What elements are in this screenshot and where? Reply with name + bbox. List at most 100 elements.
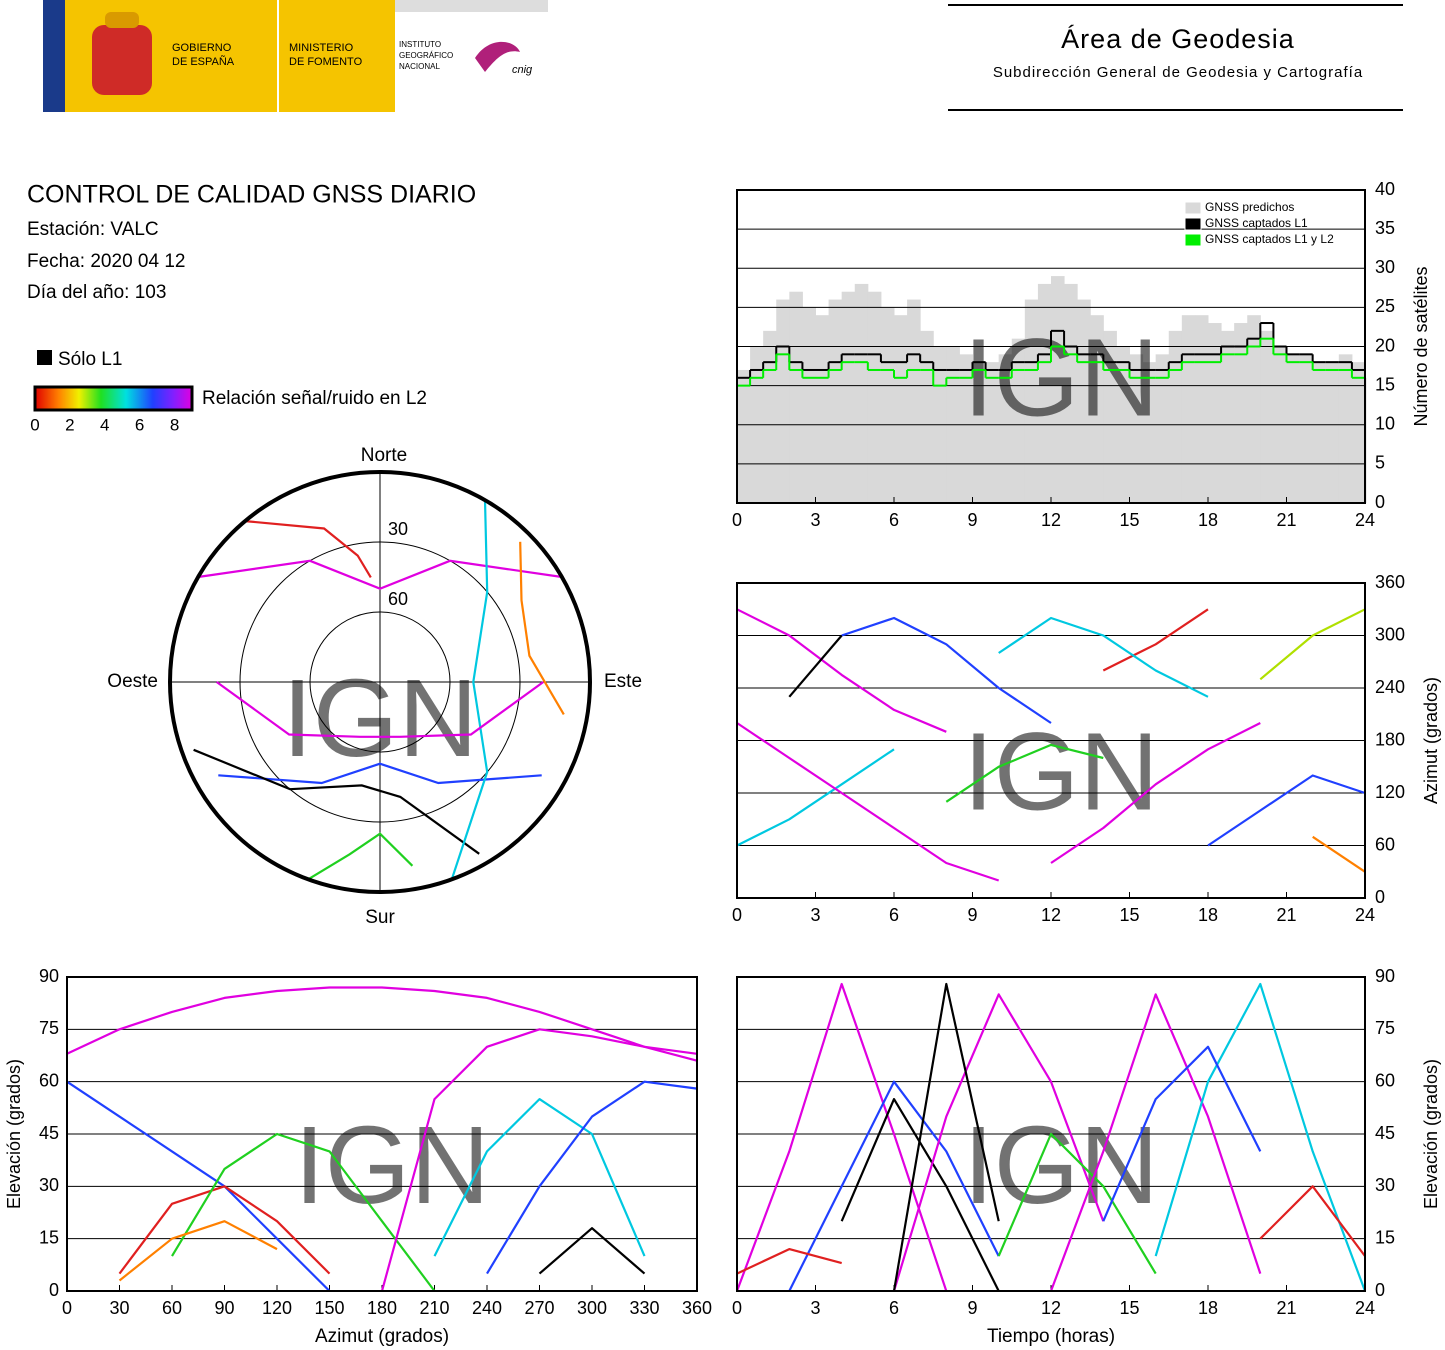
header-bar	[395, 0, 548, 12]
legend-swatch	[1184, 217, 1202, 231]
l1-swatch	[37, 350, 52, 365]
watermark: IGN	[963, 1104, 1159, 1227]
x-tick-label: 6	[889, 1298, 899, 1318]
area-step	[854, 283, 869, 503]
x-tick-label: 120	[262, 1298, 292, 1318]
x-tick-label: 6	[889, 905, 899, 925]
crest-crown	[105, 12, 139, 28]
y-tick-label: 15	[39, 1227, 59, 1247]
area-step	[763, 330, 777, 503]
x-tick-label: 240	[472, 1298, 502, 1318]
snr-tick-label: 8	[170, 415, 179, 434]
x-axis-label: Tiempo (horas)	[987, 1326, 1115, 1347]
track	[788, 1080, 1000, 1292]
track	[1259, 608, 1366, 681]
track	[1207, 774, 1366, 847]
x-tick-label: 12	[1041, 1298, 1061, 1318]
area-step	[1011, 338, 1026, 503]
plot-frame	[736, 189, 1366, 504]
sky-track	[450, 500, 489, 880]
area-step	[1155, 354, 1170, 503]
y-axis-label: Elevación (grados)	[1421, 1059, 1441, 1209]
x-tick-label: 18	[1198, 1298, 1218, 1318]
track	[1154, 982, 1367, 1292]
sky-track	[519, 541, 565, 715]
x-tick-label: 21	[1276, 1298, 1296, 1318]
y-tick-label: 300	[1375, 624, 1405, 644]
y-tick-label: 0	[1375, 492, 1385, 512]
x-tick-label: 300	[577, 1298, 607, 1318]
y-tick-label: 30	[1375, 1175, 1395, 1195]
x-axis-label: Azimut (grados)	[315, 1326, 449, 1347]
page-title: CONTROL DE CALIDAD GNSS DIARIO	[27, 181, 476, 209]
y-tick-label: 0	[49, 1280, 59, 1300]
snr-tick-label: 0	[30, 415, 39, 434]
area-step	[1037, 283, 1052, 503]
y-tick-label: 20	[1375, 335, 1395, 355]
x-tick-label: 21	[1276, 510, 1296, 530]
area-step	[1168, 330, 1183, 503]
area-step	[1194, 315, 1209, 503]
track	[118, 1185, 331, 1275]
institute-text: NACIONAL	[399, 62, 440, 71]
track	[486, 1080, 698, 1275]
x-tick-label: 3	[810, 905, 820, 925]
legend-label: GNSS predichos	[1205, 200, 1294, 214]
area-step	[1208, 323, 1222, 503]
area-step	[815, 315, 830, 503]
area-step	[998, 354, 1013, 503]
y-tick-label: 90	[39, 966, 59, 986]
y-tick-label: 60	[1375, 1070, 1395, 1090]
track	[998, 616, 1209, 698]
x-tick-label: 360	[682, 1298, 712, 1318]
y-tick-label: 240	[1375, 677, 1405, 697]
x-tick-label: 90	[214, 1298, 234, 1318]
x-tick-label: 18	[1198, 905, 1218, 925]
l1-label: Sólo L1	[58, 349, 122, 370]
track	[433, 1098, 646, 1257]
area-step	[1064, 283, 1078, 503]
x-tick-label: 60	[162, 1298, 182, 1318]
area-step	[1142, 362, 1157, 503]
area-step	[1051, 276, 1065, 503]
y-axis-label: Azimut (grados)	[1421, 677, 1441, 804]
cnig-logo	[475, 41, 520, 72]
track	[736, 608, 947, 733]
area-step	[1077, 299, 1091, 503]
sky-track	[244, 520, 372, 578]
cnig-text: cnig	[512, 64, 533, 76]
y-tick-label: 0	[1375, 887, 1385, 907]
sky-track	[218, 762, 542, 785]
institute-text: INSTITUTO	[399, 40, 441, 49]
date: Fecha: 2020 04 12	[27, 251, 185, 272]
gov-text: DE ESPAÑA	[172, 55, 235, 68]
track	[1049, 993, 1262, 1292]
x-tick-label: 270	[524, 1298, 554, 1318]
sky-track	[216, 681, 544, 738]
area-step	[1325, 362, 1340, 503]
area-step	[907, 299, 921, 503]
x-tick-label: 21	[1276, 905, 1296, 925]
x-tick-label: 9	[967, 510, 977, 530]
y-tick-label: 120	[1375, 782, 1405, 802]
y-tick-label: 0	[1375, 1280, 1385, 1300]
y-tick-label: 45	[1375, 1123, 1395, 1143]
snr-tick-label: 6	[135, 415, 144, 434]
area-subtitle: Subdirección General de Geodesia y Carto…	[993, 64, 1363, 81]
area-step	[776, 299, 790, 503]
track	[1102, 608, 1209, 672]
ring-label: 30	[388, 519, 408, 539]
x-tick-label: 24	[1355, 905, 1375, 925]
x-tick-label: 12	[1041, 905, 1061, 925]
y-tick-label: 35	[1375, 218, 1395, 238]
snr-label: Relación señal/ruido en L2	[202, 388, 427, 409]
ministry-text: DE FOMENTO	[289, 56, 363, 68]
x-tick-label: 18	[1198, 510, 1218, 530]
x-tick-label: 150	[314, 1298, 344, 1318]
area-step	[1024, 299, 1039, 503]
crest	[92, 25, 152, 95]
area-step	[1234, 323, 1248, 503]
track	[736, 748, 895, 847]
area-title: Área de Geodesia	[1061, 24, 1295, 54]
